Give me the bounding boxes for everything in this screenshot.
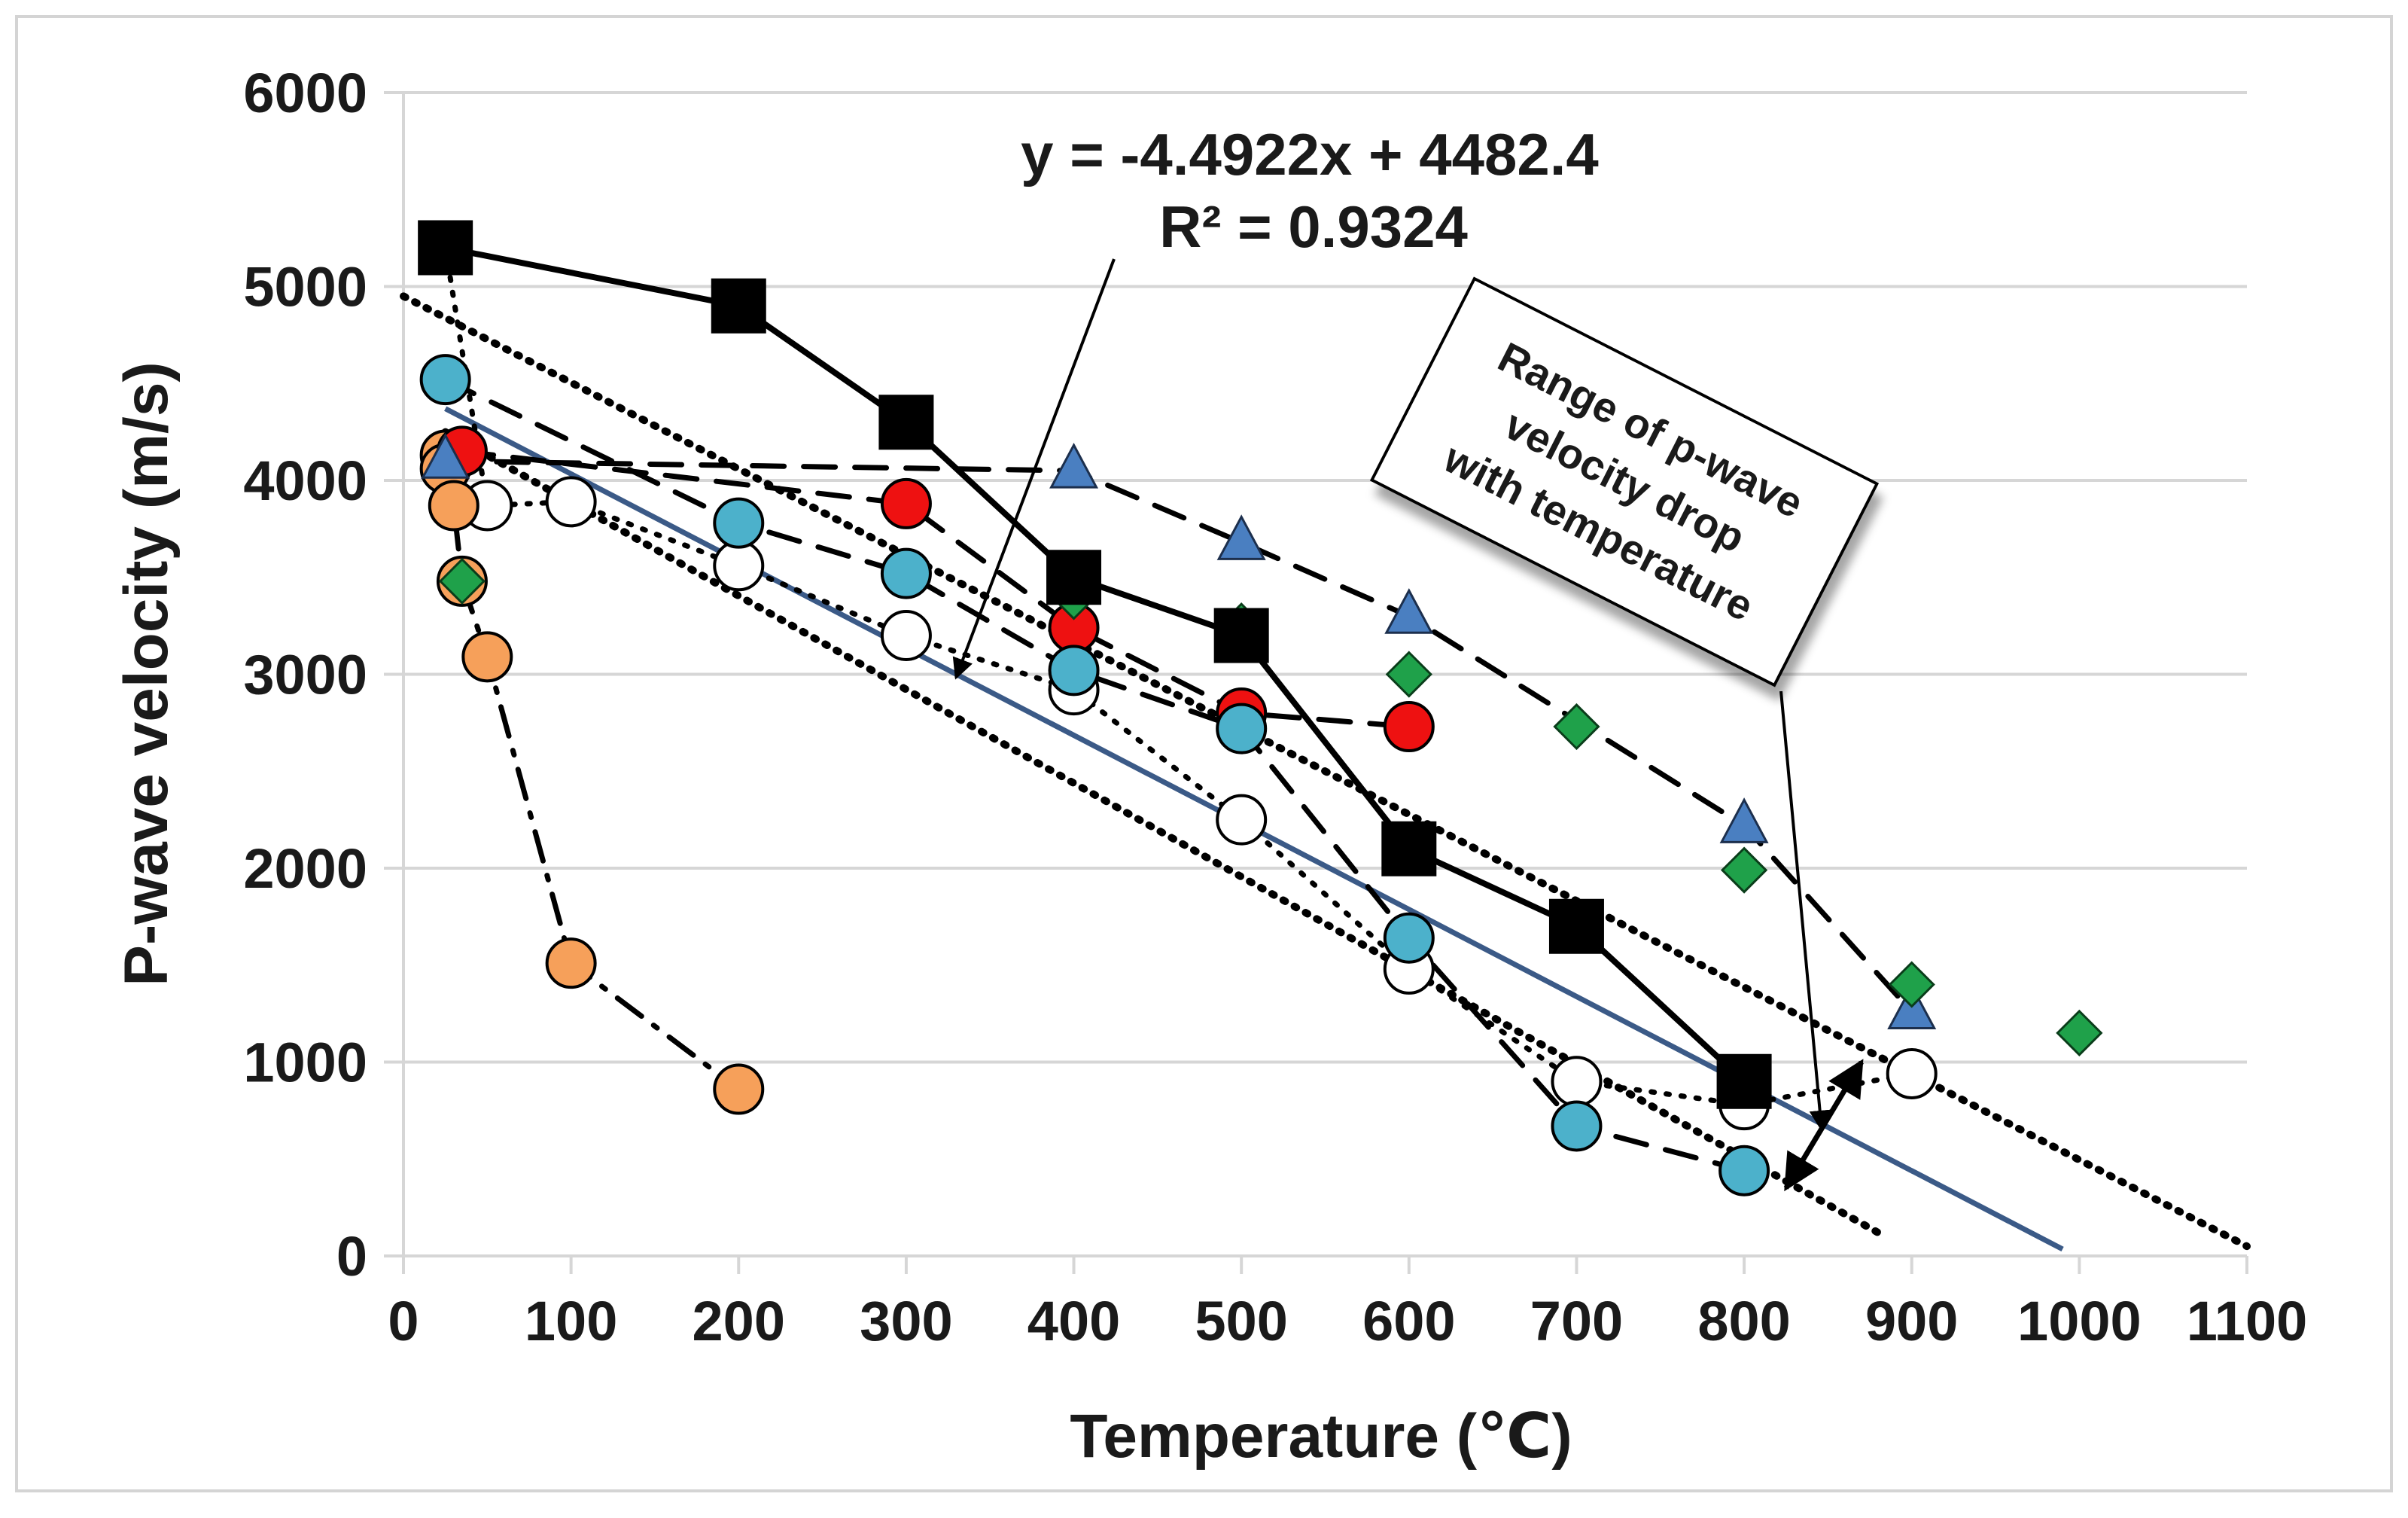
tick-labels: 0 1000 2000 3000 4000 5000 6000 0 100 200 300 400 50… <box>243 62 2307 1352</box>
marker-open-circles-3 <box>713 540 765 592</box>
range-double-arrow-line <box>1783 1059 1864 1192</box>
x-tick-label-1000: 1000 <box>2017 1290 2142 1352</box>
marker-open-circles-10 <box>1886 1047 1938 1099</box>
trendline-equation: y = -4.4922x + 4482.4 <box>1021 121 1599 187</box>
marker-black-squares-6 <box>1548 898 1604 954</box>
marker-green-diamonds-0 <box>438 557 486 605</box>
marker-teal-circles-7 <box>1718 1145 1770 1196</box>
marker-orange-circles-5 <box>545 937 597 989</box>
marker-black-squares-3 <box>1046 550 1102 605</box>
marker-open-circles-2 <box>545 476 597 528</box>
marker-teal-circles-3 <box>1048 645 1100 697</box>
x-tick-label-900: 900 <box>1865 1290 1958 1352</box>
marker-orange-circles-6 <box>713 1063 765 1115</box>
marker-red-circles-4 <box>1383 701 1435 753</box>
marker-teal-circles-1 <box>713 497 765 549</box>
range-bounds <box>400 292 2251 1251</box>
series-markers <box>418 220 2103 1196</box>
range-bound-upper <box>400 292 2251 1251</box>
x-tick-label-700: 700 <box>1530 1290 1623 1352</box>
marker-teal-circles-4 <box>1216 703 1268 754</box>
marker-black-squares-2 <box>878 395 934 450</box>
marker-blue-triangles-1 <box>1049 442 1099 489</box>
y-tick-label-1000: 1000 <box>243 1032 367 1094</box>
y-tick-label-0: 0 <box>336 1225 367 1288</box>
series-line-red-circles <box>459 448 1412 730</box>
marker-black-squares-7 <box>1716 1053 1772 1109</box>
trendline-r-squared: R² = 0.9324 <box>1159 194 1468 260</box>
x-tick-label-800: 800 <box>1697 1290 1790 1352</box>
series-line-teal-circles <box>443 376 1747 1174</box>
marker-black-squares-5 <box>1381 821 1437 876</box>
x-tick-label-200: 200 <box>693 1290 785 1352</box>
marker-green-diamonds-6 <box>1888 961 1935 1008</box>
marker-open-circles-6 <box>1216 794 1268 846</box>
marker-red-circles-1 <box>880 477 932 529</box>
y-tick-label-5000: 5000 <box>243 256 367 319</box>
chart-border <box>15 15 2393 1492</box>
marker-black-squares-1 <box>711 278 766 334</box>
marker-black-squares-0 <box>418 220 473 276</box>
y-axis-title: P-wave velocity (m/s) <box>112 361 181 986</box>
x-tick-label-600: 600 <box>1362 1290 1455 1352</box>
marker-teal-circles-0 <box>419 354 471 406</box>
marker-orange-circles-2 <box>428 480 479 532</box>
marker-blue-triangles-0 <box>421 433 470 479</box>
axes <box>384 91 2248 1274</box>
x-axis-title: Temperature (℃) <box>1070 1402 1572 1471</box>
y-tick-label-6000: 6000 <box>243 62 367 124</box>
marker-teal-circles-5 <box>1383 912 1435 964</box>
marker-blue-triangles-4 <box>1719 797 1769 843</box>
equation-pointer-arrow <box>952 258 1116 680</box>
x-tick-label-100: 100 <box>525 1290 617 1352</box>
y-tick-label-3000: 3000 <box>243 644 367 706</box>
range-double-arrow <box>1783 1059 1864 1192</box>
range-bound-lower <box>441 428 1883 1237</box>
marker-green-diamonds-3 <box>1385 651 1432 698</box>
marker-orange-circles-4 <box>461 631 513 683</box>
series-line-black-squares <box>442 245 1748 1085</box>
marker-open-circles-4 <box>880 610 932 661</box>
marker-teal-circles-2 <box>880 547 932 599</box>
x-tick-label-0: 0 <box>388 1290 419 1352</box>
marker-blue-triangles-3 <box>1384 588 1434 634</box>
marker-green-diamonds-7 <box>2056 1009 2103 1056</box>
marker-open-circles-8 <box>1551 1056 1603 1108</box>
x-tick-label-1100: 1100 <box>2187 1290 2308 1352</box>
marker-teal-circles-6 <box>1551 1100 1603 1152</box>
y-tick-label-4000: 4000 <box>243 450 367 512</box>
y-tick-label-2000: 2000 <box>243 837 367 900</box>
marker-green-diamonds-5 <box>1720 846 1768 894</box>
range-box-frame <box>1369 276 1880 687</box>
equation-annotation: y = -4.4922x + 4482.4 R² = 0.9324 <box>952 121 1599 680</box>
series-line-open-circles <box>443 245 1915 1108</box>
marker-green-diamonds-4 <box>1553 703 1600 751</box>
x-tick-label-400: 400 <box>1027 1290 1120 1352</box>
marker-blue-triangles-2 <box>1216 514 1266 560</box>
gridlines <box>403 91 2247 1064</box>
marker-black-squares-4 <box>1213 608 1269 663</box>
series-line-blue-triangles <box>443 458 1915 1015</box>
range-box-pointer-line <box>1779 690 1831 1132</box>
x-tick-label-500: 500 <box>1195 1290 1287 1352</box>
x-tick-label-300: 300 <box>860 1290 952 1352</box>
